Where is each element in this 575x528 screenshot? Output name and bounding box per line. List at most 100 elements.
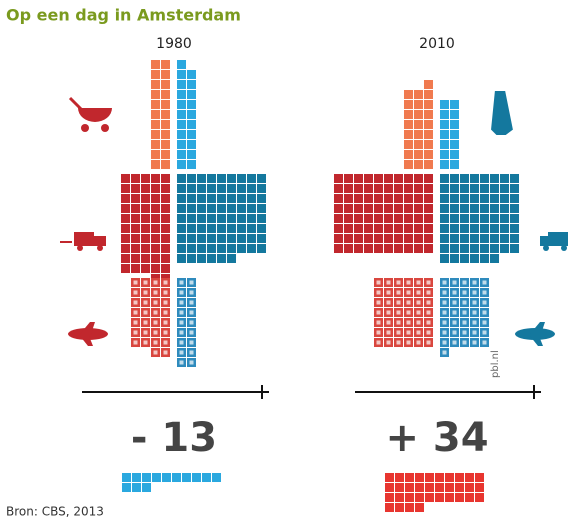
square [364,244,373,253]
square [187,80,196,89]
square [404,150,413,159]
square-inner [452,280,457,285]
square-inner [416,330,421,335]
square [510,194,519,203]
square [414,110,423,119]
square-inner [442,340,447,345]
square-inner [386,290,391,295]
square [151,150,160,159]
square [440,244,449,253]
square [424,120,433,129]
square [197,234,206,243]
square [197,224,206,233]
square [121,254,130,263]
square [197,204,206,213]
square-inner [482,300,487,305]
square [405,473,414,482]
square-inner [426,290,431,295]
square [480,184,489,193]
square [151,70,160,79]
square [404,120,413,129]
coffin-icon [488,89,516,137]
axes [82,385,541,399]
square [187,184,196,193]
square [257,214,266,223]
square [187,150,196,159]
square [187,204,196,213]
square [177,254,186,263]
square-inner [426,310,431,315]
square-inner [452,300,457,305]
square-inner [189,340,194,345]
square [177,60,186,69]
square [490,214,499,223]
square [435,493,444,502]
square-inner [406,300,411,305]
square [374,174,383,183]
square [450,130,459,139]
square-inner [189,360,194,365]
square [440,254,449,263]
square [187,120,196,129]
square [414,120,423,129]
square-inner [472,280,477,285]
square [151,130,160,139]
square-inner [143,300,148,305]
square [450,194,459,203]
square [344,244,353,253]
square-inner [462,280,467,285]
square-inner [163,350,168,355]
square-inner [396,310,401,315]
square-inner [472,320,477,325]
square [217,224,226,233]
square [490,174,499,183]
square [354,244,363,253]
square [425,493,434,502]
square [440,120,449,129]
square [207,204,216,213]
square [177,244,186,253]
square [121,204,130,213]
net-squares [385,473,484,512]
square [450,110,459,119]
square [394,194,403,203]
square [424,160,433,169]
square-group [177,60,196,169]
square [172,473,181,482]
square [470,194,479,203]
square [450,120,459,129]
square [207,224,216,233]
square-inner [179,280,184,285]
square-inner [143,280,148,285]
square [424,110,433,119]
square-inner [426,280,431,285]
square [142,473,151,482]
square-inner [442,300,447,305]
square [207,254,216,263]
square-inner [426,340,431,345]
square [152,473,161,482]
square-inner [406,280,411,285]
square [455,483,464,492]
square [227,224,236,233]
square [334,214,343,223]
square [121,174,130,183]
square [475,493,484,502]
square [141,204,150,213]
square [161,184,170,193]
square [404,174,413,183]
square [354,224,363,233]
square-inner [376,340,381,345]
square [450,174,459,183]
square [510,224,519,233]
square [197,254,206,263]
square [177,120,186,129]
square [414,184,423,193]
plot [121,60,519,512]
square [374,194,383,203]
square [161,254,170,263]
square-inner [472,310,477,315]
square [217,174,226,183]
square [440,160,449,169]
square-inner [153,310,158,315]
